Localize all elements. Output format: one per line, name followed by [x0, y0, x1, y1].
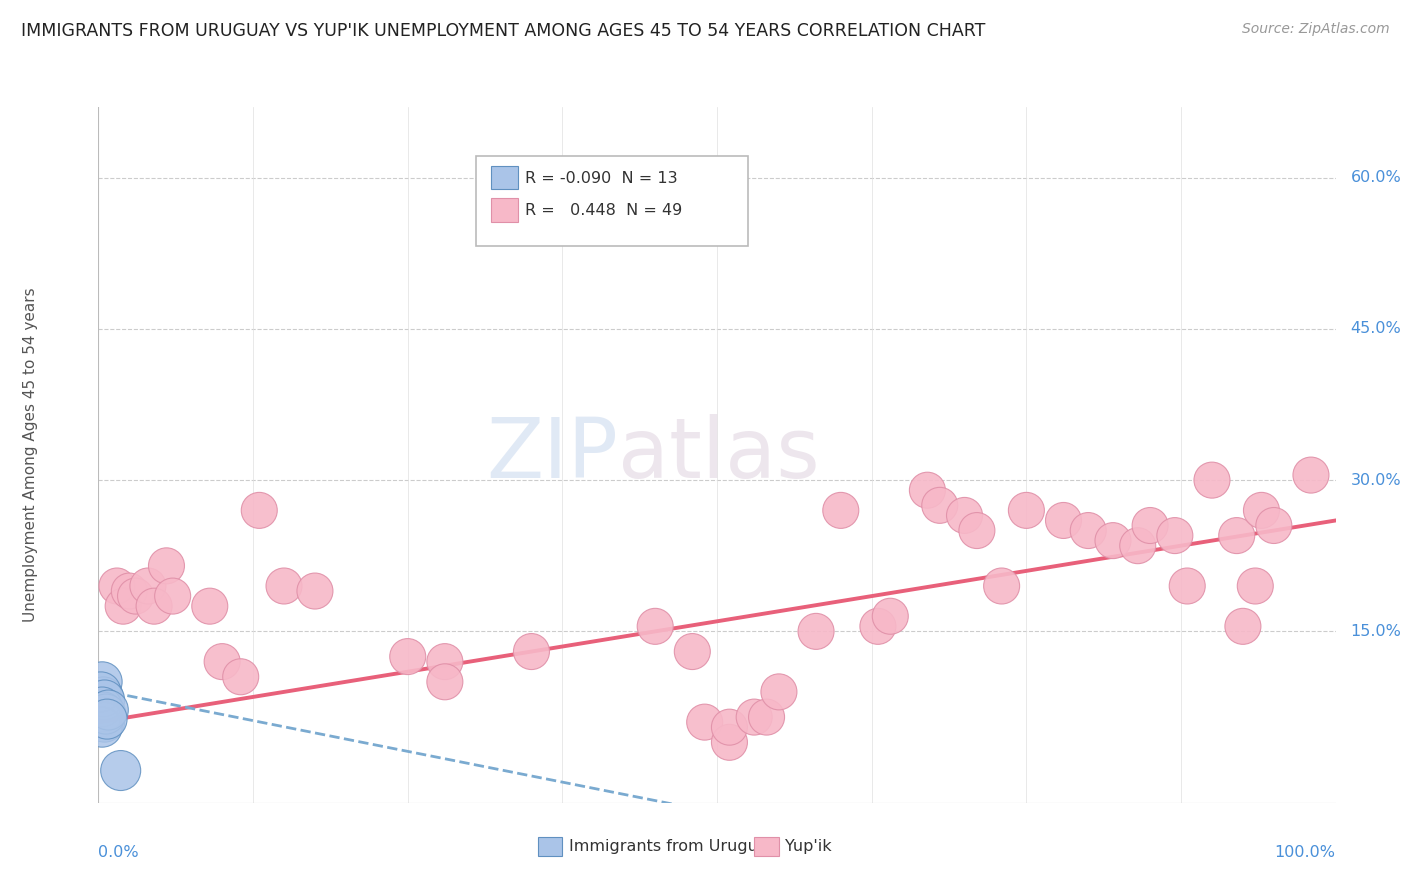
Ellipse shape — [711, 709, 748, 745]
Ellipse shape — [1119, 528, 1156, 564]
Ellipse shape — [129, 568, 166, 604]
Text: Yup'ik: Yup'ik — [785, 839, 832, 855]
FancyBboxPatch shape — [475, 156, 748, 246]
Ellipse shape — [389, 639, 426, 674]
Text: 30.0%: 30.0% — [1351, 473, 1402, 488]
Ellipse shape — [946, 498, 983, 533]
Ellipse shape — [89, 690, 128, 730]
Ellipse shape — [1157, 517, 1192, 554]
Text: atlas: atlas — [619, 415, 820, 495]
Ellipse shape — [266, 568, 302, 604]
Ellipse shape — [1046, 502, 1081, 539]
Text: Unemployment Among Ages 45 to 54 years: Unemployment Among Ages 45 to 54 years — [22, 287, 38, 623]
Ellipse shape — [761, 673, 797, 710]
Text: Source: ZipAtlas.com: Source: ZipAtlas.com — [1241, 22, 1389, 37]
Text: Immigrants from Uruguay: Immigrants from Uruguay — [568, 839, 778, 855]
Ellipse shape — [86, 694, 127, 734]
Ellipse shape — [84, 702, 125, 742]
Ellipse shape — [799, 614, 834, 649]
Text: R =   0.448  N = 49: R = 0.448 N = 49 — [526, 203, 682, 219]
Ellipse shape — [922, 487, 957, 524]
Ellipse shape — [84, 680, 125, 720]
Ellipse shape — [136, 588, 172, 624]
Ellipse shape — [959, 513, 995, 549]
Ellipse shape — [1243, 492, 1279, 528]
Ellipse shape — [737, 699, 772, 735]
Text: IMMIGRANTS FROM URUGUAY VS YUP'IK UNEMPLOYMENT AMONG AGES 45 TO 54 YEARS CORRELA: IMMIGRANTS FROM URUGUAY VS YUP'IK UNEMPL… — [21, 22, 986, 40]
Ellipse shape — [111, 573, 148, 609]
Ellipse shape — [711, 724, 748, 760]
Ellipse shape — [686, 704, 723, 740]
Ellipse shape — [1170, 568, 1205, 604]
Ellipse shape — [98, 568, 135, 604]
Text: ZIP: ZIP — [486, 415, 619, 495]
Ellipse shape — [83, 692, 124, 732]
Ellipse shape — [1132, 508, 1168, 543]
Ellipse shape — [1194, 462, 1230, 498]
Ellipse shape — [1256, 508, 1292, 543]
Text: R = -0.090  N = 13: R = -0.090 N = 13 — [526, 170, 678, 186]
Ellipse shape — [105, 588, 141, 624]
Ellipse shape — [118, 578, 153, 614]
Ellipse shape — [1219, 517, 1254, 554]
Text: 15.0%: 15.0% — [1351, 624, 1402, 639]
Ellipse shape — [748, 699, 785, 735]
Ellipse shape — [297, 573, 333, 609]
FancyBboxPatch shape — [754, 837, 779, 856]
Ellipse shape — [82, 707, 122, 747]
Ellipse shape — [910, 472, 945, 508]
Ellipse shape — [1225, 608, 1261, 644]
Ellipse shape — [860, 608, 896, 644]
Ellipse shape — [675, 633, 710, 670]
Text: 45.0%: 45.0% — [1351, 321, 1402, 336]
Ellipse shape — [872, 599, 908, 634]
Ellipse shape — [149, 548, 184, 584]
Ellipse shape — [1294, 457, 1329, 493]
Ellipse shape — [101, 750, 141, 790]
Ellipse shape — [637, 608, 673, 644]
Text: 100.0%: 100.0% — [1275, 845, 1336, 860]
Ellipse shape — [984, 568, 1019, 604]
Ellipse shape — [83, 677, 124, 717]
Ellipse shape — [427, 664, 463, 700]
Ellipse shape — [155, 578, 191, 614]
Ellipse shape — [513, 633, 550, 670]
Ellipse shape — [427, 644, 463, 680]
Ellipse shape — [82, 697, 121, 737]
Ellipse shape — [82, 672, 121, 712]
Ellipse shape — [242, 492, 277, 528]
Ellipse shape — [1008, 492, 1045, 528]
Ellipse shape — [823, 492, 859, 528]
Ellipse shape — [191, 588, 228, 624]
Ellipse shape — [1095, 523, 1130, 558]
FancyBboxPatch shape — [537, 837, 562, 856]
Ellipse shape — [82, 662, 122, 702]
Ellipse shape — [1070, 513, 1107, 549]
FancyBboxPatch shape — [491, 198, 517, 222]
Text: 0.0%: 0.0% — [98, 845, 139, 860]
Ellipse shape — [87, 699, 127, 739]
Ellipse shape — [82, 687, 122, 727]
Ellipse shape — [222, 659, 259, 695]
Ellipse shape — [1237, 568, 1274, 604]
Ellipse shape — [204, 644, 240, 680]
FancyBboxPatch shape — [491, 166, 517, 189]
Text: 60.0%: 60.0% — [1351, 170, 1402, 186]
